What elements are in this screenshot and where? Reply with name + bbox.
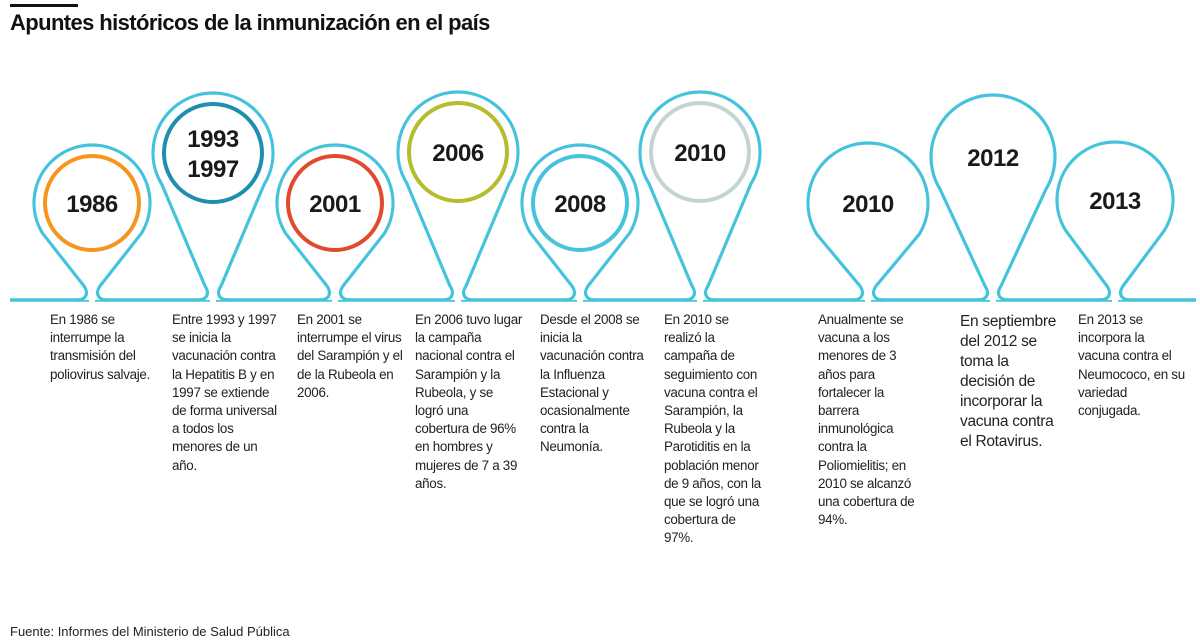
pin-year-label: 1993: [187, 126, 239, 153]
timeline-pin: 2013: [1055, 140, 1175, 303]
pin-outline: [929, 93, 1057, 302]
pin-year-label: 2010: [674, 140, 726, 167]
event-text-2010-campaign: En 2010 se realizó la campaña de seguimi…: [664, 312, 761, 546]
pin-inner-ring: [407, 101, 509, 203]
timeline-pin: 2012: [929, 93, 1057, 303]
timeline-pin: 2001: [275, 143, 395, 303]
pin-outline: [32, 143, 152, 302]
pin-year-label: 2006: [432, 140, 484, 167]
event-text-2008: Desde el 2008 se inicia la vacunación co…: [540, 312, 644, 455]
pin-inner-ring: [649, 101, 751, 203]
pin-outline: [275, 143, 395, 302]
timeline-pin: 1986: [32, 143, 152, 303]
pin-year-label: 1997: [187, 156, 239, 183]
source-note: Fuente: Informes del Ministerio de Salud…: [10, 624, 290, 639]
event-text-2010-polio: Anualmente se vacuna a los menores de 3 …: [818, 312, 915, 528]
timeline-pin: 1993 1997: [151, 91, 275, 303]
pin-year-label: 2013: [1089, 188, 1141, 215]
timeline-pin: 2010: [638, 90, 762, 303]
pin-year-label: 1986: [66, 191, 118, 218]
event-text-2013: En 2013 se incorpora la vacuna contra el…: [1078, 312, 1185, 419]
pin-outline: [396, 90, 520, 302]
pin-inner-ring: [531, 154, 629, 252]
event-text-1986: En 1986 se interrumpe la transmisión del…: [50, 312, 150, 382]
pin-inner-ring: [162, 102, 264, 204]
event-text-1993-1997: Entre 1993 y 1997 se inicia la vacunació…: [172, 312, 277, 473]
pin-inner-ring: [43, 154, 141, 252]
timeline-pin: 2006: [396, 90, 520, 303]
pin-year-label: 2001: [309, 191, 361, 218]
pin-outline: [806, 141, 930, 302]
event-text-2006: En 2006 tuvo lugar la campaña nacional c…: [415, 312, 523, 491]
timeline-pin: 2008: [520, 143, 640, 303]
pin-outline: [638, 90, 762, 302]
timeline: 1986 1993 1997 2001 2006 2008 2010 2010 2012 2013: [10, 90, 1196, 303]
timeline-pin: 2010: [806, 141, 930, 303]
pin-outline: [1055, 140, 1175, 302]
pin-year-label: 2010: [842, 191, 894, 218]
pin-year-label: 2008: [554, 191, 606, 218]
event-text-2012: En septiembre del 2012 se toma la decisi…: [960, 313, 1057, 450]
pin-inner-ring: [286, 154, 384, 252]
title-accent-bar: [10, 4, 78, 7]
pin-outline: [520, 143, 640, 302]
pin-year-label: 2012: [967, 145, 1019, 172]
page-title: Apuntes históricos de la inmunización en…: [10, 10, 490, 35]
event-text-2001: En 2001 se interrumpe el virus del Saram…: [297, 312, 403, 400]
pin-outline: [151, 91, 275, 302]
